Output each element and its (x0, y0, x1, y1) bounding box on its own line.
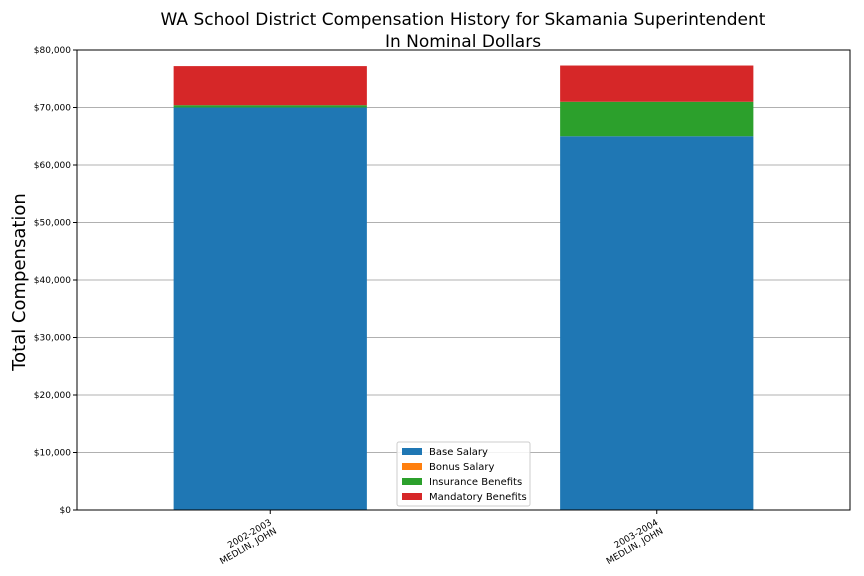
chart-subtitle: In Nominal Dollars (385, 32, 541, 52)
legend-swatch (402, 493, 422, 500)
y-tick-label: $30,000 (34, 334, 71, 344)
chart-title: WA School District Compensation History … (161, 10, 766, 30)
y-tick-label: $70,000 (34, 104, 71, 114)
legend-swatch (402, 448, 422, 455)
y-tick-label: $40,000 (34, 276, 71, 286)
y-tick-label: $50,000 (34, 219, 71, 229)
y-axis-ticks: $0 $10,000 $20,000 $30,000 $40,000 $50,000 $60… (34, 46, 77, 516)
bar-segment-base-salary (173, 107, 367, 510)
legend-swatch (402, 478, 422, 485)
legend-label: Insurance Benefits (429, 477, 522, 488)
legend-label: Mandatory Benefits (429, 492, 527, 503)
y-axis-label: Total Compensation (9, 193, 30, 372)
legend: Base Salary Bonus Salary Insurance Benefit… (396, 441, 531, 507)
y-tick-label: $10,000 (34, 449, 71, 459)
bar-segment-insurance-benefits (560, 101, 754, 137)
legend-label: Base Salary (429, 447, 488, 458)
legend-label: Bonus Salary (429, 462, 495, 473)
y-tick-label: $80,000 (34, 46, 71, 56)
bar-segment-insurance-benefits (173, 105, 367, 108)
legend-box (396, 441, 531, 507)
bar-segment-mandatory-benefits (173, 66, 367, 106)
bar-segment-mandatory-benefits (560, 65, 754, 102)
bar-segment-base-salary (560, 136, 754, 510)
y-tick-label: $60,000 (34, 161, 71, 171)
y-tick-label: $20,000 (34, 391, 71, 401)
bars (173, 65, 754, 510)
y-tick-label: $0 (60, 506, 72, 516)
legend-swatch (402, 463, 422, 470)
